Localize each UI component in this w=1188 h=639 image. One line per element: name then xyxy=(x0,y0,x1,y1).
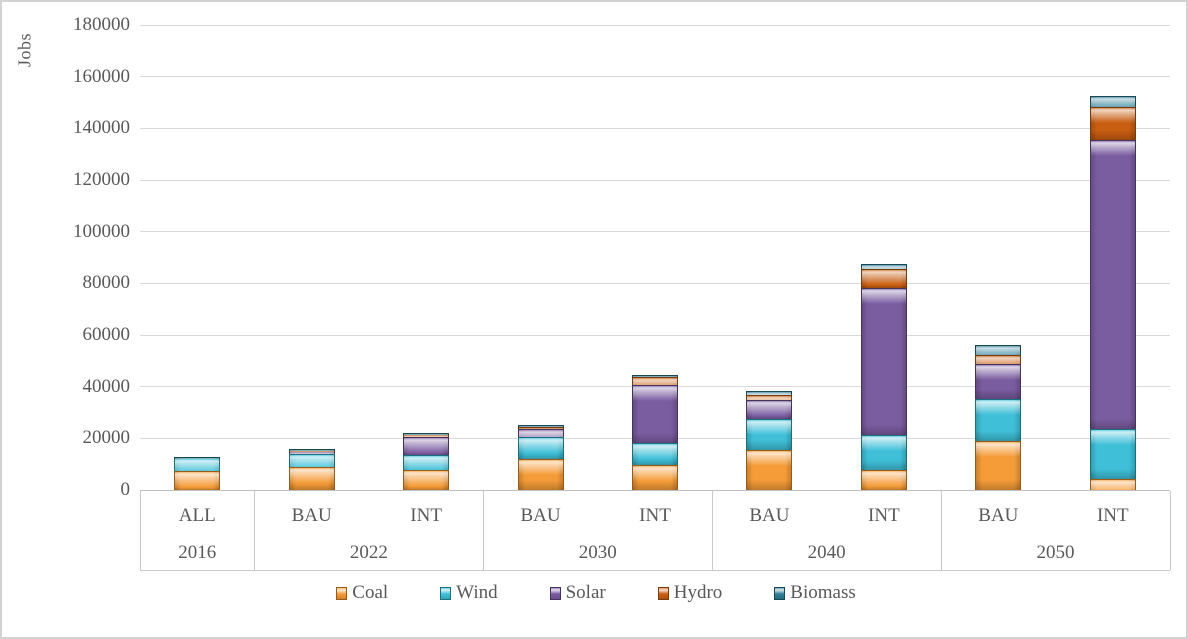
legend-marker-hydro-icon xyxy=(657,586,669,600)
bar-segment-hydro xyxy=(746,394,793,400)
x-axis-line xyxy=(140,490,1170,491)
gridline-160000 xyxy=(140,76,1170,78)
bar-segment-hydro xyxy=(517,427,564,430)
y-tick-label: 180000 xyxy=(73,14,130,35)
bar-segment-wind xyxy=(632,442,678,466)
bar-segment-wind xyxy=(1089,428,1136,479)
legend-label: Coal xyxy=(352,582,389,603)
x-tick-year-2030: 2030 xyxy=(578,542,617,563)
bar-segment-solar xyxy=(403,437,450,456)
bar-segment-wind xyxy=(860,435,907,471)
legend-marker-coal-icon xyxy=(336,586,348,600)
x-tick-year-2050: 2050 xyxy=(1036,542,1075,563)
gridline-140000 xyxy=(140,127,1170,129)
category-divider xyxy=(940,491,942,570)
gridline-180000 xyxy=(140,24,1170,26)
bar-segment-coal xyxy=(860,470,907,490)
bar-segment-hydro xyxy=(1089,107,1136,141)
legend-item-hydro: Hydro xyxy=(657,582,723,604)
category-divider xyxy=(482,491,484,570)
category-bottom-line xyxy=(140,570,1170,571)
y-tick-label: 120000 xyxy=(73,169,130,190)
gridline-80000 xyxy=(140,282,1170,284)
bar-segment-coal xyxy=(288,467,335,490)
bar-segment-wind xyxy=(288,453,335,468)
bar-segment-wind xyxy=(517,437,564,459)
bar-segment-biomass xyxy=(975,345,1022,355)
bar-segment-solar xyxy=(517,428,564,438)
category-divider xyxy=(139,491,141,570)
bar-segment-coal xyxy=(975,441,1022,490)
x-tick-scenario-bau: BAU xyxy=(291,505,332,526)
legend-label: Wind xyxy=(456,582,498,603)
bar-segment-wind xyxy=(975,398,1022,442)
y-tick-label: 160000 xyxy=(73,65,130,87)
gridline-100000 xyxy=(140,231,1170,233)
category-divider xyxy=(253,491,255,570)
category-divider xyxy=(1169,491,1171,570)
bar-segment-wind xyxy=(403,455,450,470)
legend: Coal Wind Solar Hydro Biomass xyxy=(2,582,1186,604)
y-tick-label: 20000 xyxy=(82,427,131,449)
x-tick-year-2040: 2040 xyxy=(807,542,846,563)
bar-segment-biomass xyxy=(517,424,564,428)
bar-segment-biomass xyxy=(632,375,678,378)
y-tick-label: 80000 xyxy=(82,272,131,294)
x-tick-scenario-bau: BAU xyxy=(978,505,1019,526)
bar-segment-hydro xyxy=(632,376,678,386)
y-tick-label: 60000 xyxy=(82,324,131,345)
bar-segment-hydro xyxy=(288,450,335,453)
x-tick-year-2016: 2016 xyxy=(178,542,217,563)
bar-segment-solar xyxy=(860,288,907,436)
bar-segment-solar xyxy=(746,399,793,420)
x-tick-scenario-int: INT xyxy=(410,505,442,526)
bar-segment-coal xyxy=(517,459,564,490)
y-tick-label: 100000 xyxy=(73,220,130,242)
y-tick-label: 140000 xyxy=(73,117,130,139)
legend-marker-wind-icon xyxy=(440,586,452,600)
x-tick-scenario-bau: BAU xyxy=(749,505,790,526)
bar-segment-biomass xyxy=(860,263,907,269)
legend-label: Hydro xyxy=(673,582,723,603)
gridline-120000 xyxy=(140,179,1170,181)
bar-segment-coal xyxy=(1089,478,1136,490)
bar-segment-solar xyxy=(975,363,1022,399)
x-tick-scenario-all: ALL xyxy=(178,505,216,526)
bar-segment-coal xyxy=(174,471,221,490)
bar-segment-biomass xyxy=(746,390,793,395)
bar-segment-hydro xyxy=(975,354,1022,364)
x-tick-scenario-int: INT xyxy=(639,505,671,526)
bar-segment-biomass xyxy=(174,456,221,459)
legend-label: Biomass xyxy=(790,582,856,603)
legend-item-coal: Coal xyxy=(336,582,388,604)
y-tick-label: 40000 xyxy=(82,375,131,397)
legend-marker-biomass-icon xyxy=(774,586,786,600)
legend-item-solar: Solar xyxy=(549,582,606,604)
bar-segment-coal xyxy=(746,450,793,490)
bar-segment-solar xyxy=(1089,140,1136,429)
legend-marker-solar-icon xyxy=(549,586,561,600)
bar-segment-coal xyxy=(632,465,678,490)
gridline-60000 xyxy=(140,334,1170,336)
x-tick-scenario-bau: BAU xyxy=(520,505,561,526)
x-tick-scenario-int: INT xyxy=(868,505,900,526)
y-tick-label: 0 xyxy=(120,479,131,500)
bar-segment-wind xyxy=(746,419,793,451)
bar-segment-biomass xyxy=(288,448,335,451)
legend-label: Solar xyxy=(565,582,606,603)
x-tick-scenario-int: INT xyxy=(1096,505,1129,526)
bar-segment-biomass xyxy=(403,433,450,436)
legend-item-wind: Wind xyxy=(440,582,498,604)
category-divider xyxy=(711,491,713,570)
legend-item-biomass: Biomass xyxy=(774,582,856,604)
bar-segment-solar xyxy=(632,385,678,443)
x-tick-year-2022: 2022 xyxy=(349,542,388,563)
bar-segment-biomass xyxy=(1089,95,1136,108)
bar-segment-hydro xyxy=(860,268,907,289)
bar-segment-coal xyxy=(403,469,450,490)
bar-segment-wind xyxy=(174,458,221,472)
